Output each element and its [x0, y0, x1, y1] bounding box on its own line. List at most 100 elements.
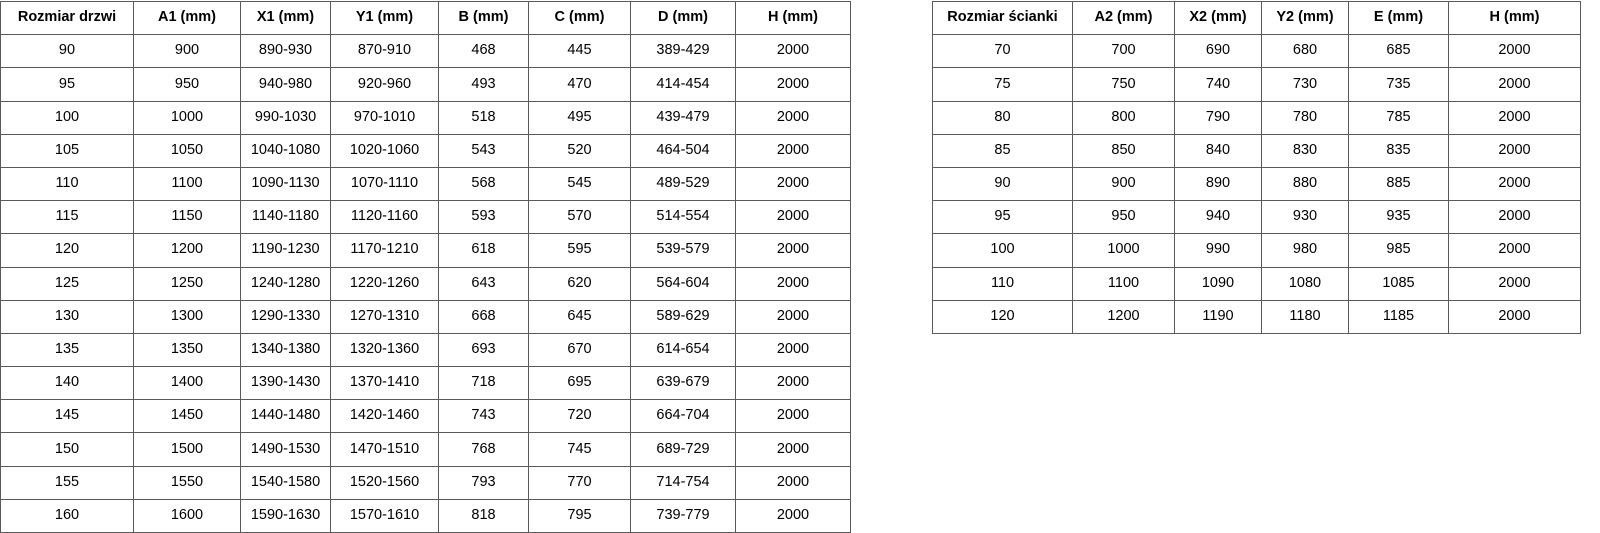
data-cell: 714-754	[630, 465, 736, 500]
data-cell: 518	[438, 100, 529, 135]
table-row: 130 1300 1290-1330 1270-1310 668 645 589-629 20…	[0, 299, 851, 334]
table-row: 155 1550 1540-1580 1520-1560 793 770 714-754 20…	[0, 465, 851, 500]
column-header: E (mm)	[1348, 0, 1449, 36]
data-cell: 720	[528, 399, 631, 434]
table-row: 115 1150 1140-1180 1120-1160 593 570 514-554 20…	[0, 200, 851, 235]
data-cell: 700	[1072, 34, 1175, 69]
data-cell: 2000	[735, 498, 851, 533]
data-cell: 935	[1348, 200, 1449, 235]
data-cell: 680	[1261, 34, 1349, 69]
table-row: 70 700 690 680 685 2000	[932, 34, 1581, 69]
data-cell: 1220-1260	[330, 266, 439, 301]
column-header: H (mm)	[735, 0, 851, 36]
data-cell: 468	[438, 34, 529, 69]
data-cell: 1440-1480	[240, 399, 331, 434]
data-cell: 1240-1280	[240, 266, 331, 301]
row-size-cell: 130	[0, 299, 134, 334]
row-size-cell: 120	[0, 233, 134, 268]
data-cell: 589-629	[630, 299, 736, 334]
data-cell: 564-604	[630, 266, 736, 301]
data-cell: 489-529	[630, 166, 736, 202]
data-cell: 890	[1174, 166, 1262, 202]
data-cell: 693	[438, 332, 529, 368]
data-cell: 2000	[1448, 100, 1581, 135]
table-body: 90 900 890-930 870-910 468 445 389-429 2000 95 95…	[0, 34, 851, 533]
data-cell: 2000	[735, 100, 851, 135]
data-cell: 1540-1580	[240, 465, 331, 500]
row-size-cell: 135	[0, 332, 134, 368]
table-row: 110 1100 1090-1130 1070-1110 568 545 489-529 20…	[0, 166, 851, 202]
data-cell: 1470-1510	[330, 432, 439, 467]
table-row: 95 950 940 930 935 2000	[932, 200, 1581, 235]
data-cell: 850	[1072, 133, 1175, 168]
data-cell: 950	[133, 67, 241, 102]
row-size-cell: 160	[0, 498, 134, 533]
data-cell: 795	[528, 498, 631, 533]
data-cell: 1000	[133, 100, 241, 135]
data-cell: 880	[1261, 166, 1349, 202]
data-cell: 840	[1174, 133, 1262, 168]
data-cell: 1190	[1174, 299, 1262, 334]
data-cell: 664-704	[630, 399, 736, 434]
data-cell: 1170-1210	[330, 233, 439, 268]
row-size-cell: 95	[932, 200, 1073, 235]
data-cell: 1200	[1072, 299, 1175, 334]
row-size-cell: 90	[932, 166, 1073, 202]
data-cell: 1250	[133, 266, 241, 301]
data-cell: 2000	[1448, 299, 1581, 334]
data-cell: 785	[1348, 100, 1449, 135]
data-cell: 990-1030	[240, 100, 331, 135]
column-header: C (mm)	[528, 0, 631, 36]
row-size-cell: 95	[0, 67, 134, 102]
data-cell: 1290-1330	[240, 299, 331, 334]
data-cell: 718	[438, 366, 529, 401]
data-cell: 980	[1261, 233, 1349, 268]
data-cell: 643	[438, 266, 529, 301]
data-cell: 1190-1230	[240, 233, 331, 268]
data-cell: 2000	[735, 200, 851, 235]
data-cell: 595	[528, 233, 631, 268]
data-cell: 614-654	[630, 332, 736, 368]
data-cell: 645	[528, 299, 631, 334]
data-cell: 1420-1460	[330, 399, 439, 434]
data-cell: 670	[528, 332, 631, 368]
data-cell: 1320-1360	[330, 332, 439, 368]
row-size-cell: 70	[932, 34, 1073, 69]
data-cell: 2000	[735, 166, 851, 202]
data-cell: 835	[1348, 133, 1449, 168]
row-size-cell: 100	[932, 233, 1073, 268]
data-cell: 768	[438, 432, 529, 467]
table-row: 160 1600 1590-1630 1570-1610 818 795 739-779 20…	[0, 498, 851, 533]
row-size-cell: 115	[0, 200, 134, 235]
data-cell: 830	[1261, 133, 1349, 168]
column-header: B (mm)	[438, 0, 529, 36]
data-cell: 2000	[735, 299, 851, 334]
data-cell: 2000	[1448, 67, 1581, 102]
data-cell: 545	[528, 166, 631, 202]
data-cell: 495	[528, 100, 631, 135]
column-header: D (mm)	[630, 0, 736, 36]
data-cell: 1150	[133, 200, 241, 235]
data-cell: 2000	[1448, 233, 1581, 268]
row-size-cell: 85	[932, 133, 1073, 168]
data-cell: 618	[438, 233, 529, 268]
data-cell: 1080	[1261, 266, 1349, 301]
data-cell: 1140-1180	[240, 200, 331, 235]
data-cell: 1090	[1174, 266, 1262, 301]
data-cell: 793	[438, 465, 529, 500]
table-row: 135 1350 1340-1380 1320-1360 693 670 614-654 20…	[0, 332, 851, 368]
data-cell: 389-429	[630, 34, 736, 69]
data-cell: 493	[438, 67, 529, 102]
data-cell: 818	[438, 498, 529, 533]
data-cell: 639-679	[630, 366, 736, 401]
data-cell: 414-454	[630, 67, 736, 102]
data-cell: 1085	[1348, 266, 1449, 301]
column-header: X1 (mm)	[240, 0, 331, 36]
table-body: 70 700 690 680 685 2000 75 750 740 730 735 2000 80 80…	[932, 34, 1581, 334]
data-cell: 1070-1110	[330, 166, 439, 202]
data-cell: 740	[1174, 67, 1262, 102]
column-header: A1 (mm)	[133, 0, 241, 36]
data-cell: 2000	[1448, 133, 1581, 168]
data-cell: 735	[1348, 67, 1449, 102]
